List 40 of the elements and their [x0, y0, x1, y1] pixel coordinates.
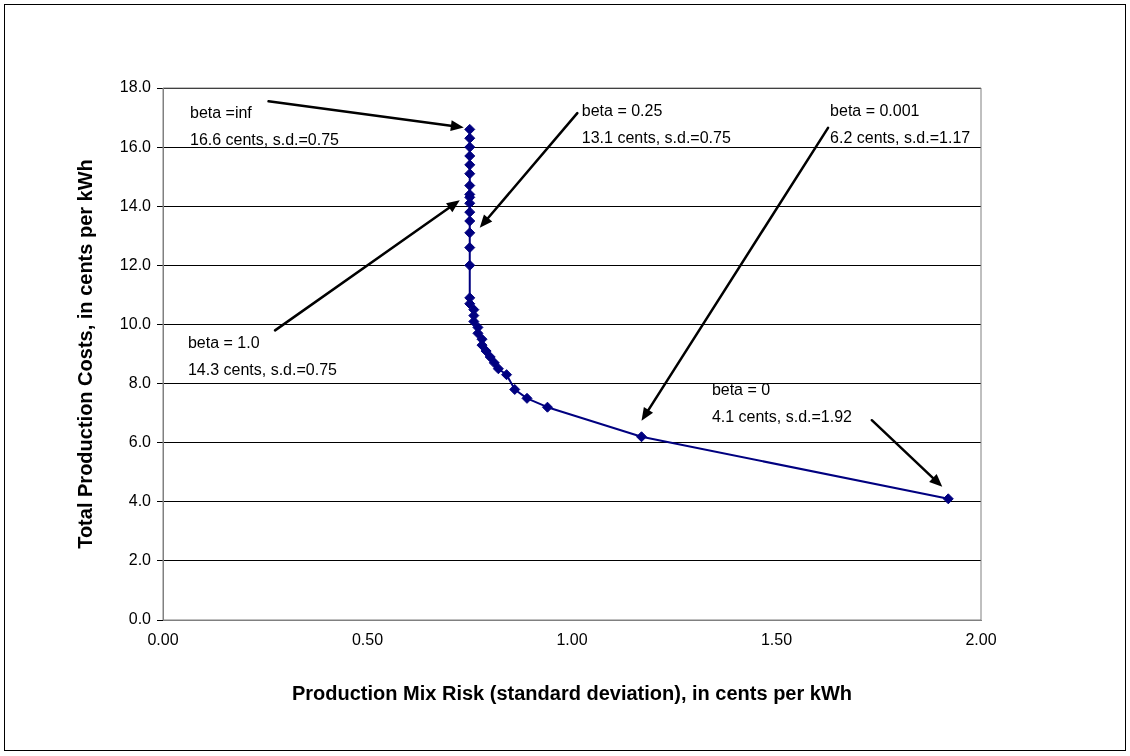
x-tick-label: 2.00 — [965, 631, 997, 649]
y-tick-label: 8.0 — [128, 373, 152, 391]
x-tick-label: 1.00 — [556, 631, 588, 649]
y-tick-label: 2.0 — [128, 551, 152, 569]
y-tick-label: 6.0 — [128, 433, 152, 451]
point — [464, 215, 476, 227]
point — [492, 363, 504, 375]
point — [464, 227, 476, 239]
x-tick-label: 1.50 — [760, 631, 793, 649]
annotation: beta = 1.0 14.3 cents, s.d.=0.75 — [187, 332, 337, 380]
x-tick-label: 0.50 — [351, 631, 384, 649]
point — [541, 401, 553, 413]
point — [464, 150, 476, 162]
point — [942, 493, 954, 505]
y-tick-label: 0.0 — [128, 610, 152, 628]
point — [484, 351, 496, 363]
point — [501, 369, 513, 381]
point — [464, 206, 476, 218]
point — [464, 159, 476, 171]
point — [464, 141, 476, 153]
y-tick-label: 18.0 — [119, 78, 152, 96]
annotation: beta = 0.25 13.1 cents, s.d.=0.75 — [581, 101, 731, 149]
y-tick-label: 12.0 — [119, 255, 152, 273]
y-axis-title: Total Production Costs, in cents per kWh — [73, 159, 96, 549]
y-tick-label: 10.0 — [119, 314, 152, 332]
y-tick-label: 16.0 — [119, 137, 152, 155]
x-tick-label: 0.00 — [147, 631, 179, 649]
point — [636, 431, 648, 443]
point — [464, 123, 476, 135]
point — [464, 242, 476, 254]
point — [488, 357, 500, 369]
point — [509, 383, 521, 395]
point — [521, 392, 533, 404]
annotation: beta = 0.001 6.2 cents, s.d.=1.17 — [830, 101, 971, 149]
annotation: beta =inf 16.6 cents, s.d.=0.75 — [189, 102, 339, 150]
point — [464, 259, 476, 271]
point — [464, 168, 476, 180]
y-tick-label: 14.0 — [119, 196, 152, 214]
x-axis-title: Production Mix Risk (standard deviation), in cents per kWh — [291, 681, 853, 704]
y-tick-label: 4.0 — [128, 492, 152, 510]
